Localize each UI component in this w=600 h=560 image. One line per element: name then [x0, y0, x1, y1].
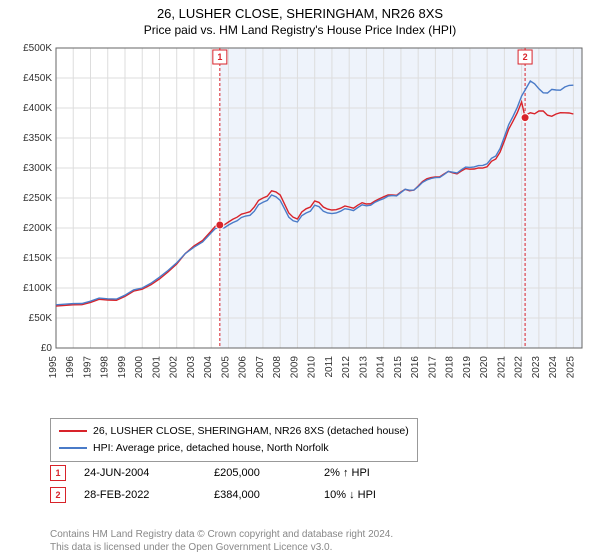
sale-row: 2 28-FEB-2022£384,00010% ↓ HPI: [50, 484, 424, 506]
svg-text:1995: 1995: [48, 356, 59, 379]
svg-text:£300K: £300K: [23, 163, 52, 174]
svg-text:2024: 2024: [548, 356, 559, 379]
svg-text:2017: 2017: [427, 356, 438, 379]
sale-delta: 2% ↑ HPI: [324, 467, 424, 479]
svg-text:2006: 2006: [238, 356, 249, 379]
svg-text:£200K: £200K: [23, 223, 52, 234]
legend: 26, LUSHER CLOSE, SHERINGHAM, NR26 8XS (…: [50, 418, 418, 462]
svg-text:2003: 2003: [186, 356, 197, 379]
svg-text:£50K: £50K: [29, 313, 53, 324]
footer-line: Contains HM Land Registry data © Crown c…: [50, 528, 393, 541]
legend-label: 26, LUSHER CLOSE, SHERINGHAM, NR26 8XS (…: [93, 425, 409, 437]
svg-text:2011: 2011: [324, 356, 335, 378]
svg-text:2002: 2002: [169, 356, 180, 379]
sale-marker: 2: [50, 487, 66, 503]
sale-date: 24-JUN-2004: [84, 467, 214, 479]
sale-price: £205,000: [214, 467, 324, 479]
svg-text:£0: £0: [41, 343, 53, 354]
sale-marker: 1: [50, 465, 66, 481]
svg-text:£150K: £150K: [23, 253, 52, 264]
legend-label: HPI: Average price, detached house, Nort…: [93, 442, 329, 454]
sale-row: 1 24-JUN-2004£205,0002% ↑ HPI: [50, 462, 424, 484]
svg-text:1999: 1999: [117, 356, 128, 379]
svg-text:£100K: £100K: [23, 283, 52, 294]
svg-text:2014: 2014: [376, 356, 387, 379]
svg-text:2023: 2023: [531, 356, 542, 379]
chart-area: £0 £50K £100K £150K £200K £250K £300K £350K £400…: [8, 42, 592, 392]
svg-text:2001: 2001: [151, 356, 162, 379]
svg-text:2019: 2019: [462, 356, 473, 379]
svg-text:1: 1: [217, 52, 222, 62]
chart-subtitle: Price paid vs. HM Land Registry's House …: [0, 23, 600, 41]
footer-attribution: Contains HM Land Registry data © Crown c…: [50, 528, 393, 554]
svg-text:2010: 2010: [307, 356, 318, 379]
legend-swatch: [59, 447, 87, 449]
sale-table: 1 24-JUN-2004£205,0002% ↑ HPI 2 28-FEB-2022…: [50, 462, 424, 506]
svg-text:2016: 2016: [410, 356, 421, 379]
svg-text:2021: 2021: [496, 356, 507, 379]
svg-text:£250K: £250K: [23, 193, 52, 204]
svg-text:2000: 2000: [134, 356, 145, 379]
svg-text:2022: 2022: [514, 356, 525, 379]
svg-text:2015: 2015: [393, 356, 404, 379]
sale-delta: 10% ↓ HPI: [324, 489, 424, 501]
svg-text:£400K: £400K: [23, 103, 52, 114]
svg-text:£500K: £500K: [23, 43, 52, 54]
svg-text:2: 2: [523, 52, 528, 62]
sale-price: £384,000: [214, 489, 324, 501]
legend-item: HPI: Average price, detached house, Nort…: [59, 440, 409, 457]
svg-text:2009: 2009: [289, 356, 300, 379]
svg-text:2007: 2007: [255, 356, 266, 379]
svg-text:2008: 2008: [272, 356, 283, 379]
sale-date: 28-FEB-2022: [84, 489, 214, 501]
svg-text:1996: 1996: [65, 356, 76, 379]
legend-swatch: [59, 430, 87, 432]
footer-line: This data is licensed under the Open Gov…: [50, 541, 393, 554]
line-chart: £0 £50K £100K £150K £200K £250K £300K £350K £400…: [8, 42, 592, 392]
svg-text:1998: 1998: [100, 356, 111, 379]
svg-text:2004: 2004: [203, 356, 214, 379]
chart-title: 26, LUSHER CLOSE, SHERINGHAM, NR26 8XS: [0, 0, 600, 23]
svg-text:£350K: £350K: [23, 133, 52, 144]
svg-text:£450K: £450K: [23, 73, 52, 84]
legend-item: 26, LUSHER CLOSE, SHERINGHAM, NR26 8XS (…: [59, 423, 409, 440]
svg-text:2020: 2020: [479, 356, 490, 379]
svg-text:2013: 2013: [358, 356, 369, 379]
svg-text:2005: 2005: [220, 356, 231, 379]
svg-text:2025: 2025: [565, 356, 576, 379]
svg-text:1997: 1997: [82, 356, 93, 379]
svg-text:2012: 2012: [341, 356, 352, 379]
svg-text:2018: 2018: [445, 356, 456, 379]
